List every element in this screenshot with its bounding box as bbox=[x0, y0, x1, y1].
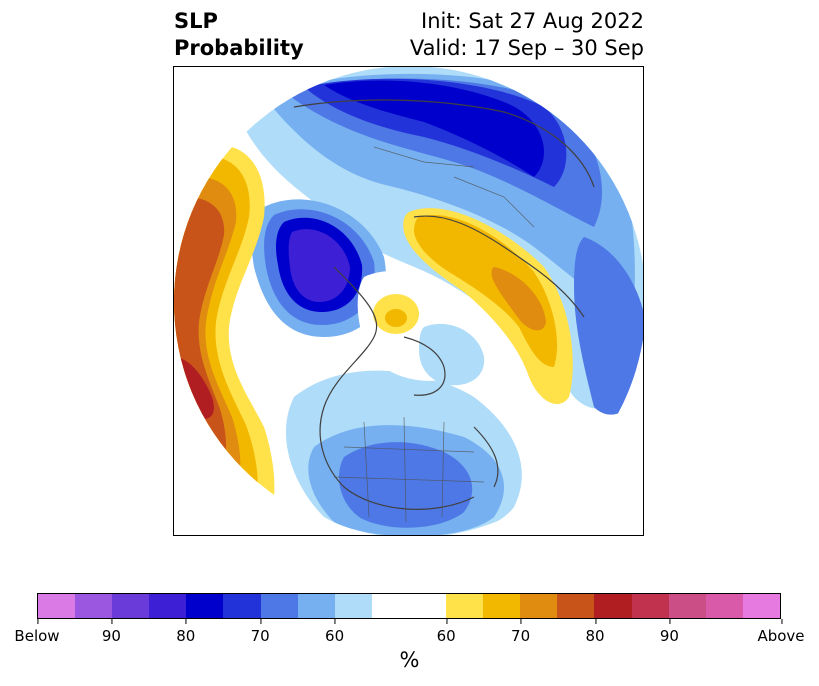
colorbar-segment bbox=[223, 594, 261, 618]
colorbar-tick-label: 60 bbox=[437, 619, 456, 645]
title-type: Probability bbox=[174, 36, 304, 60]
colorbar-tick-label: 80 bbox=[585, 619, 605, 645]
colorbar-tick-label: 70 bbox=[251, 619, 270, 645]
blue-region-east bbox=[574, 237, 643, 415]
colorbar-segment bbox=[520, 594, 558, 618]
colorbar-segment bbox=[297, 594, 335, 618]
colorbar-tick-label: 80 bbox=[176, 619, 195, 645]
colorbar-segment bbox=[149, 594, 187, 618]
colorbar-tick-label: 70 bbox=[511, 619, 530, 645]
blue-lobe-west-4 bbox=[288, 229, 350, 302]
colorbar-segment bbox=[631, 594, 669, 618]
map-svg bbox=[174, 67, 643, 535]
title-variable: SLP bbox=[174, 9, 218, 33]
colorbar-segment bbox=[446, 594, 484, 618]
colorbar bbox=[37, 593, 781, 619]
coastlines bbox=[293, 99, 595, 510]
colorbar-segment bbox=[371, 594, 447, 618]
blue-region-north-5 bbox=[324, 80, 544, 177]
title-left: SLP Probability bbox=[174, 8, 304, 62]
probability-field bbox=[174, 67, 643, 535]
colorbar-ticks: Below 90 80 70 60 60 70 80 90 Above bbox=[14, 619, 805, 645]
title-right: Init: Sat 27 Aug 2022 Valid: 17 Sep – 30… bbox=[410, 8, 644, 62]
colorbar-unit: % bbox=[399, 648, 420, 672]
colorbar-segment bbox=[594, 594, 632, 618]
polar-map bbox=[173, 66, 644, 536]
yellow-band-east-3 bbox=[491, 267, 546, 331]
valid-range: Valid: 17 Sep – 30 Sep bbox=[409, 36, 644, 60]
colorbar-segment bbox=[334, 594, 372, 618]
colorbar-segment bbox=[38, 594, 76, 618]
colorbar-segment bbox=[557, 594, 595, 618]
yellow-blob-pole-2 bbox=[385, 309, 407, 327]
colorbar-tick-label: 60 bbox=[325, 619, 344, 645]
blue-pole bbox=[419, 323, 485, 386]
colorbar-tick-label: Above bbox=[757, 619, 805, 645]
borders bbox=[333, 146, 535, 523]
init-date: Init: Sat 27 Aug 2022 bbox=[421, 9, 644, 33]
colorbar-tick-label: 90 bbox=[660, 619, 679, 645]
colorbar-segment bbox=[112, 594, 150, 618]
colorbar-segment bbox=[75, 594, 113, 618]
colorbar-segment bbox=[483, 594, 521, 618]
colorbar-tick-label: 90 bbox=[102, 619, 121, 645]
yellow-band-east-2 bbox=[414, 215, 558, 367]
colorbar-segment bbox=[260, 594, 298, 618]
colorbar-segment bbox=[668, 594, 706, 618]
colorbar-tick-label: Below bbox=[14, 619, 60, 645]
colorbar-segment bbox=[186, 594, 224, 618]
colorbar-segment bbox=[705, 594, 743, 618]
colorbar-segment bbox=[742, 594, 780, 618]
